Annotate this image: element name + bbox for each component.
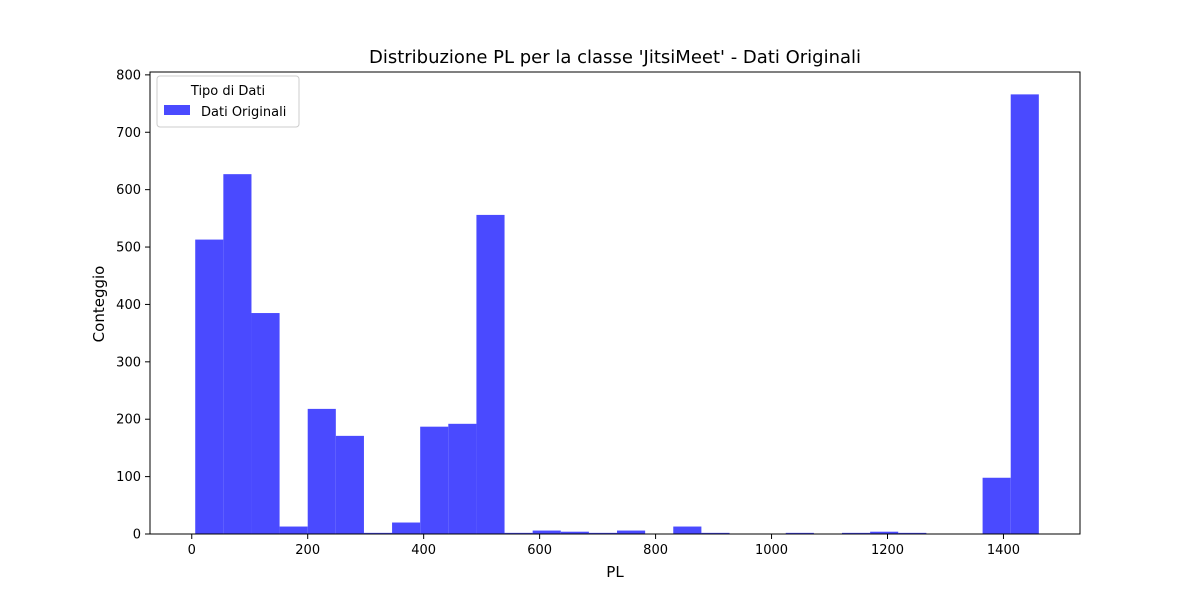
histogram-bar (392, 522, 421, 534)
histogram-bar (448, 423, 477, 534)
x-tick-label: 800 (643, 543, 668, 558)
histogram-bar (673, 526, 702, 534)
y-tick-label: 800 (116, 68, 141, 83)
histogram-bar (307, 408, 336, 534)
x-tick-label: 1000 (755, 543, 788, 558)
legend-swatch (164, 105, 190, 115)
histogram-bar (195, 239, 224, 534)
histogram-bar (701, 532, 730, 534)
histogram-bar (617, 530, 646, 534)
bars-group (195, 94, 1039, 535)
histogram-bar (251, 313, 280, 534)
histogram-bar (335, 435, 364, 534)
legend-box (156, 75, 300, 128)
y-axis-label: Conteggio (90, 266, 108, 343)
histogram-bar (420, 426, 449, 534)
y-tick-label: 600 (116, 183, 141, 198)
histogram-bar (223, 174, 252, 534)
x-tick-label: 600 (527, 543, 552, 558)
x-tick-label: 1400 (987, 543, 1020, 558)
y-tick-label: 500 (116, 241, 141, 256)
histogram-bar (898, 532, 927, 534)
x-tick-label: 400 (411, 543, 436, 558)
histogram-bar (476, 214, 505, 534)
histogram-bar (870, 531, 899, 534)
histogram-bar (279, 526, 308, 534)
histogram-bar (504, 532, 533, 534)
histogram-bar (841, 532, 871, 534)
histogram-bar (785, 532, 814, 534)
x-tick-label: 0 (188, 543, 196, 558)
x-tick-label: 200 (295, 543, 320, 558)
y-tick-label: 200 (116, 413, 141, 428)
histogram-bar (560, 531, 589, 534)
y-tick-label: 100 (116, 470, 141, 485)
y-tick-label: 400 (116, 298, 141, 313)
chart-title: Distribuzione PL per la classe 'JitsiMee… (369, 47, 861, 68)
y-axis: 0 100 200 300 400 500 600 700 800 (116, 68, 150, 543)
histogram-bar (1010, 94, 1039, 535)
x-tick-label: 1200 (871, 543, 904, 558)
x-axis: 0 200 400 600 800 1000 1200 1400 (188, 534, 1020, 558)
y-tick-label: 300 (116, 355, 141, 370)
x-axis-label: PL (606, 563, 624, 581)
legend-title: Tipo di Dati (190, 84, 265, 99)
legend-label: Dati Originali (201, 105, 286, 120)
legend: Tipo di Dati Dati Originali (156, 75, 300, 128)
y-tick-label: 0 (133, 528, 141, 543)
histogram-bar (982, 477, 1011, 534)
histogram-bar (363, 532, 393, 534)
plot-area-frame (149, 71, 1081, 535)
histogram-bar (588, 532, 618, 534)
y-tick-label: 700 (116, 126, 141, 141)
histogram-bar (532, 530, 561, 534)
